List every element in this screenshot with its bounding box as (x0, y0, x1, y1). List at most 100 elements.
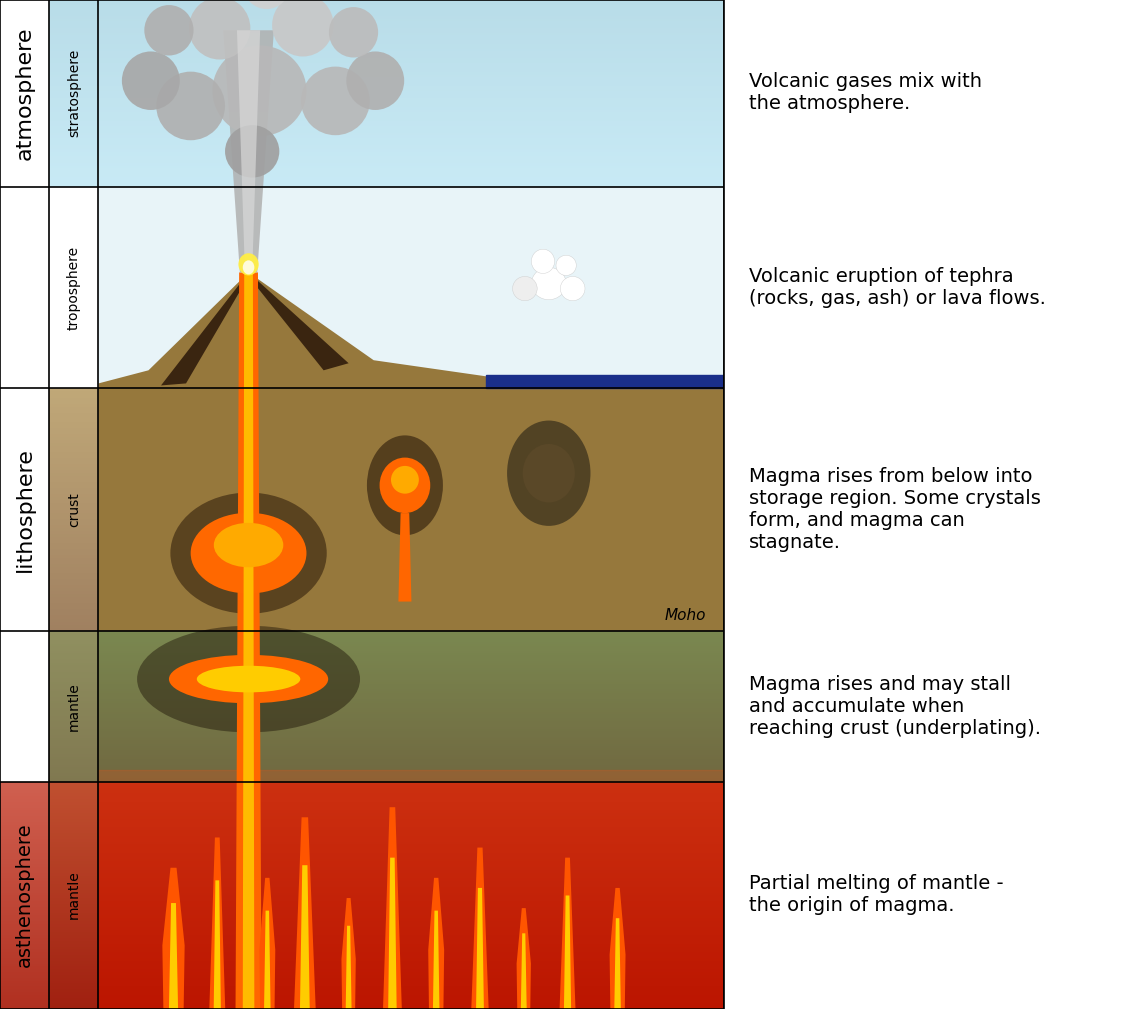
Bar (98, 39, 724, 42)
Bar (98, 126, 724, 128)
Polygon shape (477, 888, 483, 1009)
Bar (0, 932, 49, 935)
Bar (49, 112, 98, 114)
Bar (98, 733, 724, 735)
Bar (98, 989, 724, 992)
Bar (98, 510, 724, 513)
Bar (49, 21, 98, 23)
Bar (49, 752, 98, 754)
Bar (98, 140, 724, 142)
Text: Magma rises from below into
storage region. Some crystals
form, and magma can
st: Magma rises from below into storage regi… (749, 467, 1041, 552)
Bar (49, 924, 98, 926)
Bar (49, 978, 98, 981)
Bar (49, 546, 98, 549)
Bar (49, 949, 98, 952)
Bar (98, 704, 724, 706)
Bar (98, 73, 724, 75)
Bar (49, 147, 98, 149)
Bar (49, 140, 98, 142)
Bar (49, 35, 98, 37)
Bar (0, 805, 49, 807)
Bar (49, 77, 98, 80)
Bar (0, 799, 49, 802)
Bar (49, 98, 98, 100)
Bar (49, 37, 98, 39)
Bar (49, 989, 98, 992)
Bar (98, 44, 724, 46)
Bar (98, 910, 724, 912)
Bar (49, 537, 98, 540)
Bar (0, 893, 49, 896)
Text: crust: crust (67, 492, 81, 527)
Bar (0, 0, 49, 388)
Bar (98, 503, 724, 507)
Bar (98, 422, 724, 425)
Bar (0, 956, 49, 958)
Bar (98, 446, 724, 449)
Bar (98, 606, 724, 609)
Bar (98, 984, 724, 987)
Bar (49, 585, 98, 588)
Bar (49, 853, 98, 856)
Bar (49, 693, 98, 695)
Bar (0, 907, 49, 910)
Bar (0, 807, 49, 810)
Bar (98, 884, 724, 887)
Bar (49, 896, 98, 898)
Bar (49, 865, 98, 867)
Bar (49, 28, 98, 30)
Bar (98, 659, 724, 661)
Bar (98, 124, 724, 126)
Bar (98, 862, 724, 865)
Bar (98, 491, 724, 494)
Bar (49, 961, 98, 964)
Bar (98, 63, 724, 66)
Bar (49, 30, 98, 32)
Bar (49, 956, 98, 958)
Bar (49, 615, 98, 619)
Bar (49, 519, 98, 522)
Bar (49, 169, 98, 171)
Bar (98, 603, 724, 606)
Bar (98, 434, 724, 437)
Bar (98, 42, 724, 44)
Bar (49, 398, 98, 401)
Bar (49, 549, 98, 552)
Bar (0, 896, 49, 898)
Bar (0, 833, 49, 835)
Bar (49, 561, 98, 564)
Bar (49, 425, 98, 428)
Bar (98, 32, 724, 35)
Bar (49, 816, 98, 819)
Bar (0, 876, 49, 879)
Bar (49, 733, 98, 735)
Bar (49, 503, 98, 507)
Bar (98, 49, 724, 51)
Bar (49, 594, 98, 597)
Bar (98, 676, 724, 678)
Bar (49, 715, 98, 717)
Ellipse shape (170, 492, 327, 613)
Bar (49, 678, 98, 680)
Bar (98, 35, 724, 37)
Polygon shape (389, 858, 397, 1009)
Bar (98, 534, 724, 537)
Bar (49, 845, 98, 848)
Bar (98, 12, 724, 14)
Bar (49, 488, 98, 491)
Bar (98, 5, 724, 7)
Bar (0, 967, 49, 970)
Bar (49, 161, 98, 163)
Bar (49, 130, 98, 133)
Bar (98, 714, 724, 715)
Bar (98, 609, 724, 612)
Bar (98, 745, 724, 746)
Polygon shape (236, 272, 261, 1009)
Bar (98, 404, 724, 407)
Bar (98, 956, 724, 958)
Bar (98, 678, 724, 680)
Bar (98, 646, 724, 648)
Bar (98, 785, 724, 788)
Bar (49, 714, 98, 715)
Bar (98, 68, 724, 70)
